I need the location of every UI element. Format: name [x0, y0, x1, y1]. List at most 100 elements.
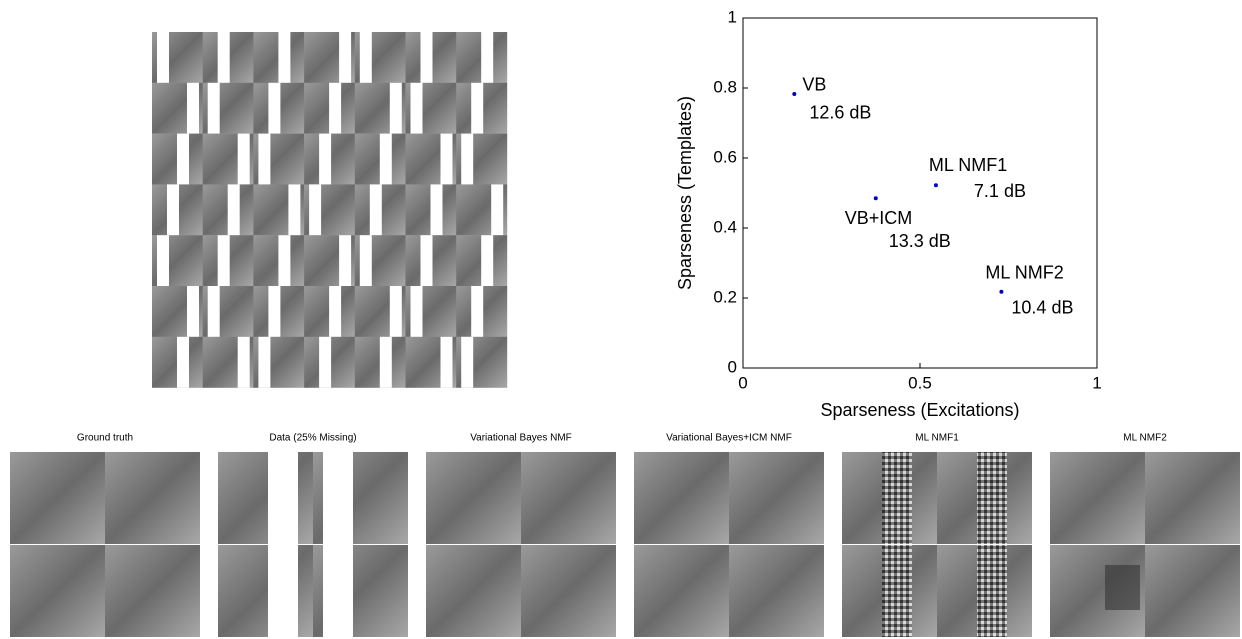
face-image	[521, 545, 616, 637]
missing-strip	[471, 82, 484, 134]
face-image	[634, 545, 729, 637]
missing-strip	[420, 235, 433, 287]
face-image	[218, 545, 313, 637]
y-axis-label: Sparseness (Templates)	[675, 96, 695, 290]
face-mosaic	[152, 32, 508, 388]
missing-strip	[481, 32, 494, 83]
missing-strip	[369, 184, 382, 236]
missing-strip	[440, 133, 453, 185]
missing-strip	[258, 133, 271, 185]
noise-strip	[882, 452, 912, 544]
missing-strip	[319, 133, 332, 185]
point-name: VB	[802, 75, 826, 95]
missing-strip	[177, 336, 189, 388]
face-image	[105, 545, 200, 637]
missing-strip	[323, 545, 353, 637]
missing-strip	[323, 452, 353, 544]
face-image	[10, 452, 105, 544]
y-tick-label: 0	[728, 357, 737, 376]
missing-strip	[207, 286, 220, 337]
x-axis-label: Sparseness (Excitations)	[820, 400, 1019, 420]
missing-strip	[461, 133, 474, 185]
panel-title: ML NMF1	[915, 433, 959, 444]
point-score: 12.6 dB	[809, 103, 871, 123]
panel-title: ML NMF2	[1123, 433, 1167, 444]
missing-strip	[359, 32, 372, 83]
face-image	[521, 452, 616, 544]
point-name: VB+ICM	[845, 208, 913, 228]
missing-strip	[379, 336, 392, 388]
face-image	[426, 545, 521, 637]
missing-strip	[157, 235, 169, 287]
missing-strip	[389, 82, 402, 134]
panel-title: Variational Bayes+ICM NMF	[666, 433, 792, 444]
missing-strip	[268, 286, 281, 337]
missing-strip	[430, 184, 443, 236]
missing-strip	[207, 82, 220, 134]
face-image	[1050, 452, 1145, 544]
face-image	[1145, 452, 1240, 544]
point-name: ML NMF2	[985, 262, 1063, 282]
missing-strip	[278, 32, 291, 83]
panel-title: Ground truth	[77, 433, 133, 444]
missing-strip	[319, 336, 332, 388]
missing-strip	[268, 452, 298, 544]
point	[999, 289, 1004, 294]
face-image	[105, 452, 200, 544]
missing-strip	[278, 235, 291, 287]
missing-strip	[309, 184, 322, 236]
missing-strip	[379, 133, 392, 185]
missing-strip	[227, 184, 240, 236]
artifact	[1105, 565, 1140, 610]
missing-strip	[268, 82, 281, 134]
missing-strip	[461, 336, 474, 388]
missing-strip	[389, 286, 402, 337]
y-tick-label: 0.4	[713, 217, 737, 236]
missing-strip	[217, 235, 230, 287]
y-tick-label: 0.2	[713, 287, 737, 306]
missing-strip	[187, 286, 199, 337]
noise-strip	[977, 545, 1007, 637]
y-tick-label: 0.8	[713, 77, 737, 96]
face-image	[729, 452, 824, 544]
noise-strip	[882, 545, 912, 637]
missing-strip	[410, 286, 423, 337]
x-tick-label: 0	[738, 373, 747, 392]
x-tick-label: 1	[1092, 373, 1101, 392]
missing-strip	[359, 235, 372, 287]
missing-strip	[420, 32, 433, 83]
missing-strip	[329, 82, 342, 134]
missing-strip	[339, 32, 352, 83]
noise-strip	[977, 452, 1007, 544]
missing-strip	[440, 336, 453, 388]
panel-title: Variational Bayes NMF	[470, 433, 572, 444]
missing-strip	[410, 82, 423, 134]
y-tick-label: 1	[728, 7, 737, 26]
missing-strip	[258, 336, 271, 388]
face-image	[426, 452, 521, 544]
x-tick-label: 0.5	[908, 373, 932, 392]
missing-strip	[217, 32, 230, 83]
point-score: 13.3 dB	[889, 231, 951, 251]
point-score: 10.4 dB	[1011, 297, 1073, 317]
missing-strip	[481, 235, 494, 287]
missing-strip	[187, 82, 199, 134]
point	[792, 91, 797, 96]
missing-strip	[491, 184, 504, 236]
y-tick-label: 0.6	[713, 147, 737, 166]
missing-strip	[288, 184, 301, 236]
point	[873, 196, 878, 201]
panel-title: Data (25% Missing)	[269, 433, 356, 444]
missing-strip	[268, 545, 298, 637]
missing-strip	[157, 32, 169, 83]
face-image	[1145, 545, 1240, 637]
missing-strip	[237, 133, 250, 185]
face-image	[634, 452, 729, 544]
face-image	[218, 452, 313, 544]
image-panels: Ground truth Data (25% Missing) Variationa…	[10, 433, 1240, 637]
face-image	[729, 545, 824, 637]
missing-strip	[471, 286, 484, 337]
point	[933, 183, 938, 188]
point-score: 7.1 dB	[974, 181, 1026, 201]
